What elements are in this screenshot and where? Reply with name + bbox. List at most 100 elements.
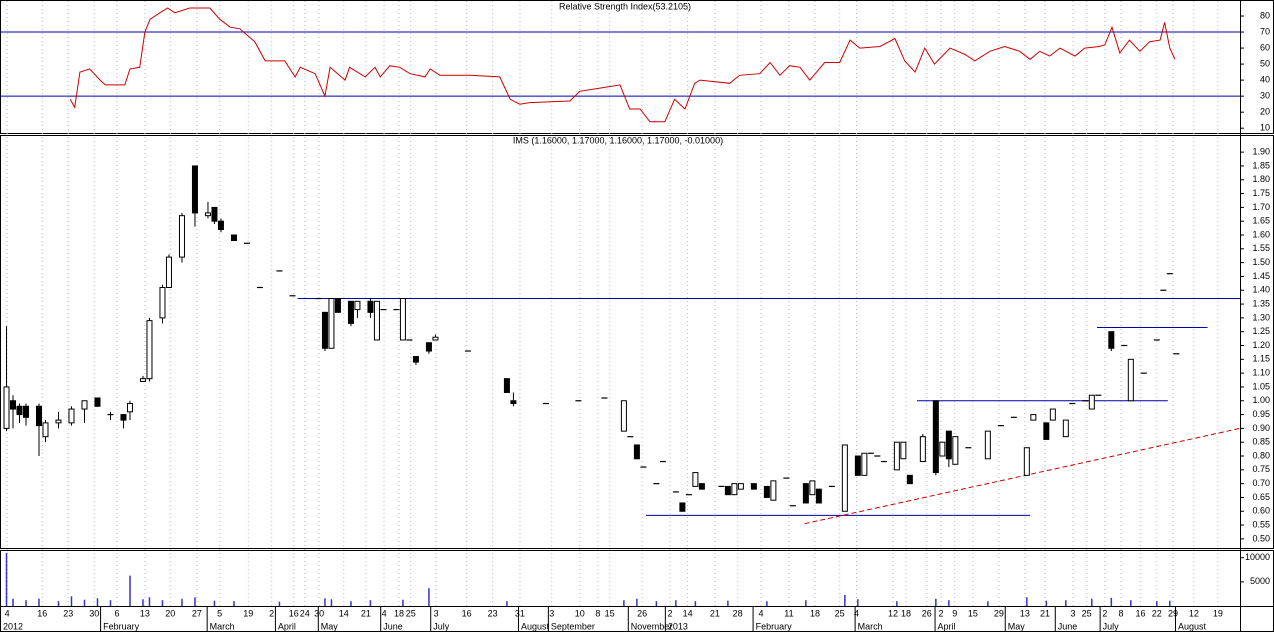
x-tick-label: 3 — [434, 608, 439, 618]
y-tick-label: 1.00 — [1252, 395, 1270, 405]
trend-line — [804, 427, 1241, 525]
volume-bar — [727, 600, 729, 606]
x-tick-label: 31 — [515, 608, 525, 618]
candle-body — [984, 430, 991, 460]
y-tick-label: 80 — [1260, 10, 1270, 20]
candle-body — [399, 298, 406, 341]
y-tick-label: 20 — [1260, 107, 1270, 117]
month-label: February — [756, 621, 793, 631]
candle-body — [22, 405, 29, 418]
volume-bar — [1169, 600, 1171, 606]
volume-bar — [1156, 601, 1158, 606]
x-tick-label: 29 — [994, 608, 1004, 618]
y-tick-label: 1.80 — [1252, 174, 1270, 184]
x-tick-label: 20 — [165, 608, 175, 618]
y-tick-label: 30 — [1260, 91, 1270, 101]
x-tick-label: 18 — [810, 608, 820, 618]
candle-body — [1088, 394, 1095, 410]
x-tick-label: 28 — [733, 608, 743, 618]
rsi-line — [69, 7, 1176, 123]
candle-body — [55, 419, 62, 424]
volume-bar — [805, 600, 807, 606]
candle-body — [737, 483, 744, 490]
volume-bar — [1130, 600, 1132, 606]
volume-bar — [675, 600, 677, 606]
y-tick-label: 70 — [1260, 26, 1270, 36]
y-tick-label: 50 — [1260, 58, 1270, 68]
candle-body — [731, 483, 738, 496]
y-tick-label: 0.95 — [1252, 409, 1270, 419]
candle-body — [35, 405, 42, 427]
month-label: June — [1058, 621, 1078, 631]
y-tick-label: 40 — [1260, 74, 1270, 84]
panel-frame — [0, 0, 1274, 134]
candle-body — [932, 400, 939, 474]
y-tick-label: 0.75 — [1252, 464, 1270, 474]
month-label: July — [1103, 621, 1120, 631]
candle-body — [165, 256, 172, 288]
month-label: February — [103, 621, 140, 631]
volume-bar — [233, 601, 235, 606]
month-label: May — [321, 621, 339, 631]
candle-body — [841, 444, 848, 512]
candle-body — [412, 356, 419, 363]
x-tick-label: 26 — [922, 608, 932, 618]
x-tick-label: 16 — [37, 608, 47, 618]
x-tick-label: 25 — [835, 608, 845, 618]
x-tick-label: 19 — [1213, 608, 1223, 618]
y-tick-label: 0.90 — [1252, 423, 1270, 433]
x-tick-label: 25 — [406, 608, 416, 618]
volume-bar — [844, 594, 846, 606]
y-tick-label: 0.65 — [1252, 492, 1270, 502]
x-tick-label: 21 — [1040, 608, 1050, 618]
volume-bar — [1091, 598, 1093, 606]
volume-bar — [948, 600, 950, 606]
candle-body — [750, 483, 757, 490]
candle-body — [42, 422, 49, 438]
candle-body — [425, 342, 432, 352]
candle-body — [893, 441, 900, 471]
y-tick-label: 1.85 — [1252, 160, 1270, 170]
x-tick-label: 2 — [269, 608, 274, 618]
y-tick-label: 1.50 — [1252, 257, 1270, 267]
y-tick-label: 1.55 — [1252, 243, 1270, 253]
candle-body — [633, 444, 640, 460]
x-tick-label: 15 — [605, 608, 615, 618]
volume-bar — [25, 600, 27, 606]
volume-bar — [428, 588, 430, 606]
candle-body — [679, 502, 686, 512]
x-tick-label: 21 — [710, 608, 720, 618]
volume-bar — [38, 598, 40, 606]
x-tick-label: 4 — [759, 608, 764, 618]
volume-bar — [506, 601, 508, 606]
y-tick-label: 0.80 — [1252, 450, 1270, 460]
y-tick-label: 0.85 — [1252, 437, 1270, 447]
x-tick-label: 14 — [339, 608, 349, 618]
x-tick-label: 23 — [63, 608, 73, 618]
volume-bar — [57, 601, 60, 606]
x-tick-label: 2 — [1102, 608, 1107, 618]
month-label: August — [1178, 621, 1207, 631]
y-tick-label: 1.15 — [1252, 354, 1270, 364]
y-tick-label: 1.75 — [1252, 188, 1270, 198]
volume-bar — [213, 600, 216, 606]
candle-body — [698, 483, 705, 490]
volume-bar — [857, 599, 859, 606]
y-tick-label: 1.10 — [1252, 368, 1270, 378]
y-tick-label: 1.60 — [1252, 229, 1270, 239]
y-tick-label: 1.30 — [1252, 312, 1270, 322]
candle-body — [945, 430, 952, 460]
candle-body — [159, 286, 166, 319]
volume-bar — [350, 601, 352, 606]
candle-body — [620, 400, 627, 432]
x-tick-label: 15 — [968, 608, 978, 618]
volume-bar — [142, 599, 144, 606]
x-tick-label: 18 — [901, 608, 911, 618]
y-tick-label: 60 — [1260, 42, 1270, 52]
month-label: 2012 — [3, 621, 23, 631]
x-tick-label: 21 — [361, 608, 371, 618]
candle-body — [178, 215, 185, 258]
y-tick-label: 10 — [1260, 123, 1270, 133]
candle-body — [1043, 422, 1050, 440]
